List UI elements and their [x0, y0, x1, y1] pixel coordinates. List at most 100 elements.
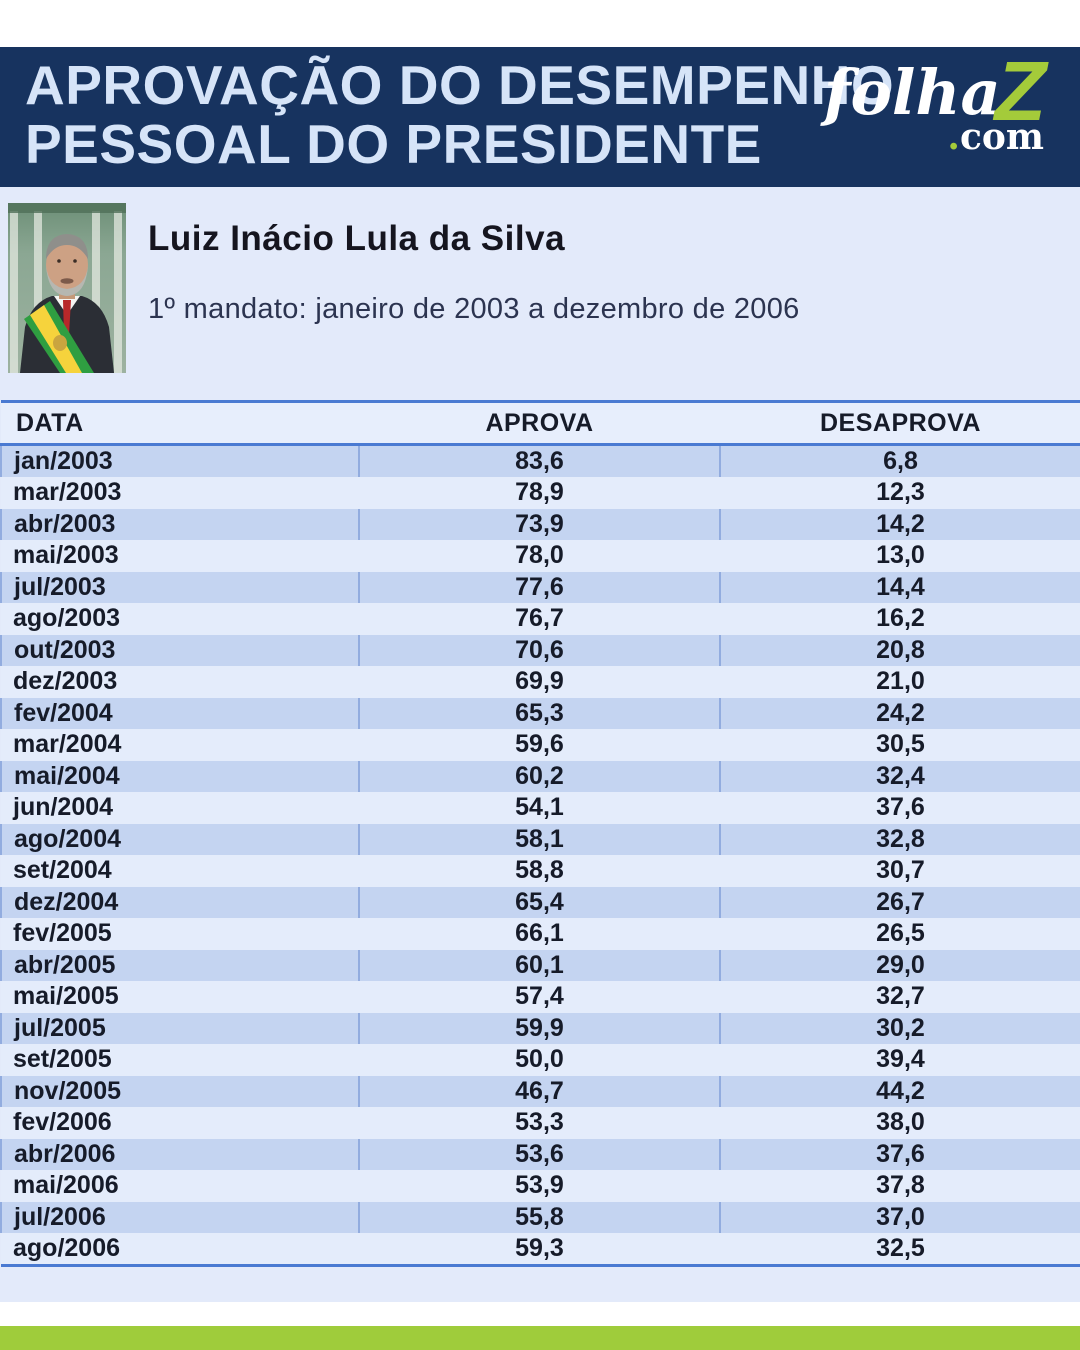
date-cell: abr/2005 [0, 949, 360, 981]
folhaz-logo: folhaZ .com [824, 49, 1046, 155]
logo-wordmark: folhaZ [824, 49, 1046, 135]
table-row: abr/2003 73,9 14,2 [0, 508, 1080, 540]
table-row: mai/2006 53,9 37,8 [1, 1170, 1080, 1202]
table-row: fev/2006 53,3 38,0 [1, 1107, 1080, 1139]
table-row: out/2003 70,6 20,8 [0, 634, 1080, 666]
date-cell: fev/2006 [13, 1108, 112, 1137]
table-row: mai/2005 57,4 32,7 [1, 981, 1080, 1013]
column-header-desaprova: DESAPROVA [819, 408, 981, 437]
date-cell: nov/2005 [0, 1075, 360, 1107]
table-row: mai/2003 78,0 13,0 [1, 540, 1080, 572]
logo-domain-suffix: .com [824, 119, 1046, 155]
table-row: mar/2003 78,9 12,3 [1, 477, 1080, 509]
desaprova-cell: 37,6 [719, 1138, 1080, 1170]
aprova-cell: 76,7 [515, 604, 564, 633]
header-row: DATA APROVA DESAPROVA [1, 401, 1080, 445]
aprova-cell: 65,3 [358, 697, 721, 729]
date-cell: jan/2003 [0, 444, 360, 477]
date-cell: mai/2003 [13, 541, 119, 570]
desaprova-cell: 20,8 [719, 634, 1080, 666]
date-cell: mai/2006 [13, 1171, 119, 1200]
presidential-sash-icon [24, 301, 94, 373]
bottom-green-bar [0, 1326, 1080, 1350]
table-row: jan/2003 83,6 6,8 [0, 444, 1080, 477]
aprova-cell: 70,6 [358, 634, 721, 666]
date-cell: abr/2003 [0, 508, 360, 540]
page-title-line1: APROVAÇÃO DO DESEMPENHO [25, 54, 895, 116]
desaprova-cell: 44,2 [719, 1075, 1080, 1107]
desaprova-cell: 30,2 [719, 1012, 1080, 1044]
table-row: dez/2004 65,4 26,7 [0, 886, 1080, 918]
date-cell: mar/2003 [13, 478, 122, 507]
desaprova-cell: 26,7 [719, 886, 1080, 918]
approval-table-body: jan/2003 83,6 6,8 mar/2003 78,9 12,3 abr/2003 7… [0, 444, 1080, 1266]
desaprova-cell: 12,3 [876, 478, 925, 507]
banner: APROVAÇÃO DO DESEMPENHO PESSOAL DO PRESI… [0, 47, 1080, 187]
aprova-cell: 53,3 [515, 1108, 564, 1137]
table-row: abr/2005 60,1 29,0 [0, 949, 1080, 981]
aprova-cell: 73,9 [358, 508, 721, 540]
date-cell: ago/2003 [13, 604, 121, 633]
date-cell: mai/2004 [0, 760, 360, 792]
date-cell: dez/2004 [0, 886, 360, 918]
desaprova-cell: 26,5 [876, 919, 925, 948]
table-row: mai/2004 60,2 32,4 [0, 760, 1080, 792]
table-row: set/2005 50,0 39,4 [1, 1044, 1080, 1076]
desaprova-cell: 32,7 [876, 982, 925, 1011]
column-header-data: DATA [16, 408, 84, 437]
date-cell: dez/2003 [13, 667, 118, 696]
aprova-cell: 60,2 [358, 760, 721, 792]
logo-dot: . [947, 116, 960, 158]
table-row: set/2004 58,8 30,7 [1, 855, 1080, 887]
date-cell: jun/2004 [13, 793, 114, 822]
president-photo [8, 203, 126, 373]
date-cell: ago/2004 [0, 823, 360, 855]
desaprova-cell: 14,2 [719, 508, 1080, 540]
aprova-cell: 66,1 [515, 919, 564, 948]
aprova-cell: 69,9 [515, 667, 564, 696]
aprova-cell: 83,6 [358, 444, 721, 477]
approval-table-header: DATA APROVA DESAPROVA [1, 401, 1080, 445]
aprova-cell: 53,9 [515, 1171, 564, 1200]
desaprova-cell: 29,0 [719, 949, 1080, 981]
table-row: fev/2005 66,1 26,5 [1, 918, 1080, 950]
desaprova-cell: 21,0 [876, 667, 925, 696]
table-row: jul/2005 59,9 30,2 [0, 1012, 1080, 1044]
aprova-cell: 59,6 [515, 730, 564, 759]
page-title: APROVAÇÃO DO DESEMPENHO PESSOAL DO PRESI… [25, 56, 894, 174]
mandate-period: 1º mandato: janeiro de 2003 a dezembro d… [148, 293, 800, 325]
aprova-cell: 60,1 [358, 949, 721, 981]
table-row: dez/2003 69,9 21,0 [1, 666, 1080, 698]
desaprova-cell: 39,4 [876, 1045, 925, 1074]
desaprova-cell: 38,0 [876, 1108, 925, 1137]
table-row: ago/2003 76,7 16,2 [1, 603, 1080, 635]
desaprova-cell: 24,2 [719, 697, 1080, 729]
date-cell: jul/2006 [0, 1201, 360, 1233]
desaprova-cell: 32,8 [719, 823, 1080, 855]
date-cell: mar/2004 [13, 730, 122, 759]
date-cell: mai/2005 [13, 982, 119, 1011]
desaprova-cell: 13,0 [876, 541, 925, 570]
aprova-cell: 78,9 [515, 478, 564, 507]
aprova-cell: 57,4 [515, 982, 564, 1011]
desaprova-cell: 32,4 [719, 760, 1080, 792]
table-row: jul/2003 77,6 14,4 [0, 571, 1080, 603]
table-row: nov/2005 46,7 44,2 [0, 1075, 1080, 1107]
date-cell: set/2005 [13, 1045, 112, 1074]
date-cell: jul/2003 [0, 571, 360, 603]
aprova-cell: 59,3 [515, 1234, 564, 1262]
table-row: jun/2004 54,1 37,6 [1, 792, 1080, 824]
table-row: jul/2006 55,8 37,0 [0, 1201, 1080, 1233]
date-cell: set/2004 [13, 856, 112, 885]
date-cell: jul/2005 [0, 1012, 360, 1044]
aprova-cell: 58,8 [515, 856, 564, 885]
aprova-cell: 77,6 [358, 571, 721, 603]
bottom-white-band [0, 1302, 1080, 1326]
table-row: fev/2004 65,3 24,2 [0, 697, 1080, 729]
desaprova-cell: 30,7 [876, 856, 925, 885]
main-background [0, 187, 1080, 1302]
column-header-aprova: APROVA [485, 408, 594, 437]
aprova-cell: 65,4 [358, 886, 721, 918]
approval-table: DATA APROVA DESAPROVA jan/2003 83,6 6,8 mar… [0, 400, 1080, 1267]
